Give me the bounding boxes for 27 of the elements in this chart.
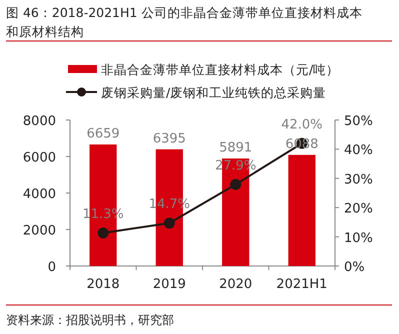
y2-tick-label: 20% xyxy=(344,202,373,217)
point xyxy=(164,218,175,229)
data-label: 6659 xyxy=(86,126,120,142)
data-label: 6395 xyxy=(152,131,186,146)
y2-tick-label: 0% xyxy=(344,260,365,275)
text: 资料来源：招股说明书，研究部 xyxy=(6,313,174,327)
x-tick-label: 2021H1 xyxy=(276,277,328,292)
legend-label: 非晶合金薄带单位直接材料成本（元/吨） xyxy=(101,62,340,77)
data-label: 42.0% xyxy=(281,117,323,132)
data-label: 5891 xyxy=(219,140,252,156)
y-tick-label: 8000 xyxy=(22,114,56,129)
x-tick-label: 2020 xyxy=(219,277,252,292)
bar xyxy=(288,154,316,266)
chart-title: 图 46：2018-2021H1 公司的非晶合金薄带单位直接材料成本和原材料结构 xyxy=(6,5,362,39)
point xyxy=(98,228,109,239)
legend-label: 废钢采购量/废钢和工业纯铁的总采购量 xyxy=(101,85,326,100)
x-tick-label: 2018 xyxy=(86,277,120,292)
y2-tick-label: 30% xyxy=(344,172,373,188)
y-tick-label: 2000 xyxy=(22,224,56,238)
y2-tick-label: 10% xyxy=(344,230,373,246)
point xyxy=(230,179,242,190)
y-tick-label: 0 xyxy=(48,260,56,275)
x-tick-label: 2019 xyxy=(152,277,186,292)
y2-tick-label: 40% xyxy=(344,143,373,158)
y2-tick-label: 50% xyxy=(344,114,373,129)
y-tick-label: 4000 xyxy=(22,187,56,202)
y-tick-label: 6000 xyxy=(22,150,56,166)
